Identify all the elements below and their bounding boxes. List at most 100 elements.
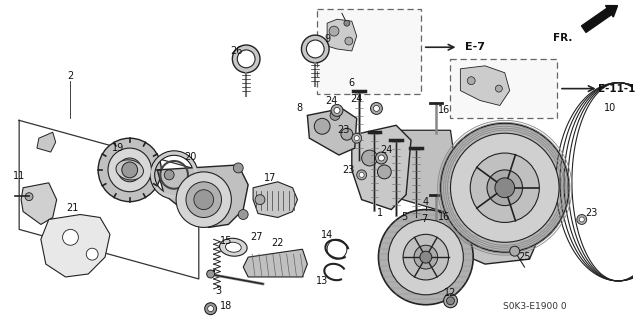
Circle shape xyxy=(334,108,340,114)
Circle shape xyxy=(403,234,449,280)
Ellipse shape xyxy=(116,160,143,180)
Text: 5: 5 xyxy=(401,212,407,222)
Circle shape xyxy=(447,297,454,305)
Polygon shape xyxy=(21,183,57,225)
Bar xyxy=(317,9,421,93)
Circle shape xyxy=(176,172,232,227)
Circle shape xyxy=(495,178,515,198)
Circle shape xyxy=(307,40,324,58)
Circle shape xyxy=(98,138,161,202)
Bar xyxy=(451,59,557,118)
Ellipse shape xyxy=(225,242,241,252)
Text: 4: 4 xyxy=(423,197,429,207)
Circle shape xyxy=(378,210,473,305)
Circle shape xyxy=(232,45,260,73)
Polygon shape xyxy=(460,66,509,106)
FancyArrow shape xyxy=(582,6,618,33)
Circle shape xyxy=(420,251,432,263)
Circle shape xyxy=(470,153,540,222)
Circle shape xyxy=(345,37,353,45)
Circle shape xyxy=(186,182,221,218)
Circle shape xyxy=(194,190,214,210)
Circle shape xyxy=(495,85,502,92)
Polygon shape xyxy=(37,132,56,152)
Circle shape xyxy=(414,245,438,269)
Text: 17: 17 xyxy=(264,173,276,183)
Text: 16: 16 xyxy=(438,212,450,222)
Text: 23: 23 xyxy=(338,125,350,135)
Circle shape xyxy=(362,150,378,166)
Polygon shape xyxy=(389,130,460,214)
Circle shape xyxy=(164,170,174,180)
Circle shape xyxy=(314,118,330,134)
Circle shape xyxy=(237,50,255,68)
Circle shape xyxy=(255,195,265,204)
Circle shape xyxy=(63,229,78,245)
Text: 16: 16 xyxy=(438,106,450,115)
Text: 2: 2 xyxy=(67,71,74,81)
Circle shape xyxy=(378,155,385,161)
Text: 27: 27 xyxy=(250,232,262,242)
Text: 14: 14 xyxy=(321,230,333,240)
Circle shape xyxy=(301,35,329,63)
Text: 25: 25 xyxy=(518,252,531,262)
Circle shape xyxy=(355,136,359,141)
Circle shape xyxy=(359,172,364,177)
Circle shape xyxy=(440,123,569,252)
Polygon shape xyxy=(243,249,307,277)
Circle shape xyxy=(86,248,98,260)
Text: 24: 24 xyxy=(325,95,337,106)
Circle shape xyxy=(374,106,380,111)
Circle shape xyxy=(330,110,340,120)
Circle shape xyxy=(122,162,138,178)
Polygon shape xyxy=(307,108,356,155)
Polygon shape xyxy=(327,19,356,51)
Circle shape xyxy=(331,105,343,116)
Text: 18: 18 xyxy=(220,301,232,311)
Text: 21: 21 xyxy=(67,203,79,212)
Circle shape xyxy=(371,102,382,115)
Text: E-7: E-7 xyxy=(465,42,485,52)
Text: 12: 12 xyxy=(444,288,457,298)
Text: 24: 24 xyxy=(351,93,363,104)
Text: 13: 13 xyxy=(316,276,328,286)
Circle shape xyxy=(467,77,475,85)
Text: 15: 15 xyxy=(220,236,232,246)
Polygon shape xyxy=(253,182,298,218)
Circle shape xyxy=(579,217,584,222)
Polygon shape xyxy=(352,125,411,210)
Circle shape xyxy=(205,303,216,315)
Circle shape xyxy=(577,214,587,225)
Text: 7: 7 xyxy=(420,214,427,225)
Circle shape xyxy=(352,133,362,143)
Text: 24: 24 xyxy=(380,145,392,155)
Text: 10: 10 xyxy=(604,103,616,114)
Circle shape xyxy=(487,170,522,205)
Text: 26: 26 xyxy=(230,46,243,56)
Circle shape xyxy=(344,20,350,26)
Circle shape xyxy=(356,170,367,180)
Text: 22: 22 xyxy=(271,238,284,248)
Circle shape xyxy=(207,270,214,278)
Circle shape xyxy=(444,294,458,308)
Circle shape xyxy=(25,193,33,201)
Circle shape xyxy=(118,158,141,182)
Polygon shape xyxy=(41,214,110,277)
Circle shape xyxy=(329,26,339,36)
Text: 8: 8 xyxy=(296,103,303,114)
Text: 11: 11 xyxy=(13,171,26,181)
Circle shape xyxy=(238,210,248,219)
Text: 6: 6 xyxy=(349,78,355,88)
Text: 1: 1 xyxy=(378,208,383,218)
Circle shape xyxy=(378,165,391,179)
Text: 19: 19 xyxy=(112,143,124,153)
Ellipse shape xyxy=(220,238,247,256)
Circle shape xyxy=(376,152,387,164)
Text: 9: 9 xyxy=(324,34,330,44)
Text: 20: 20 xyxy=(185,152,197,162)
Circle shape xyxy=(451,133,559,242)
Circle shape xyxy=(509,246,520,256)
Circle shape xyxy=(234,163,243,173)
Text: FR.: FR. xyxy=(552,33,572,43)
Circle shape xyxy=(208,306,214,312)
